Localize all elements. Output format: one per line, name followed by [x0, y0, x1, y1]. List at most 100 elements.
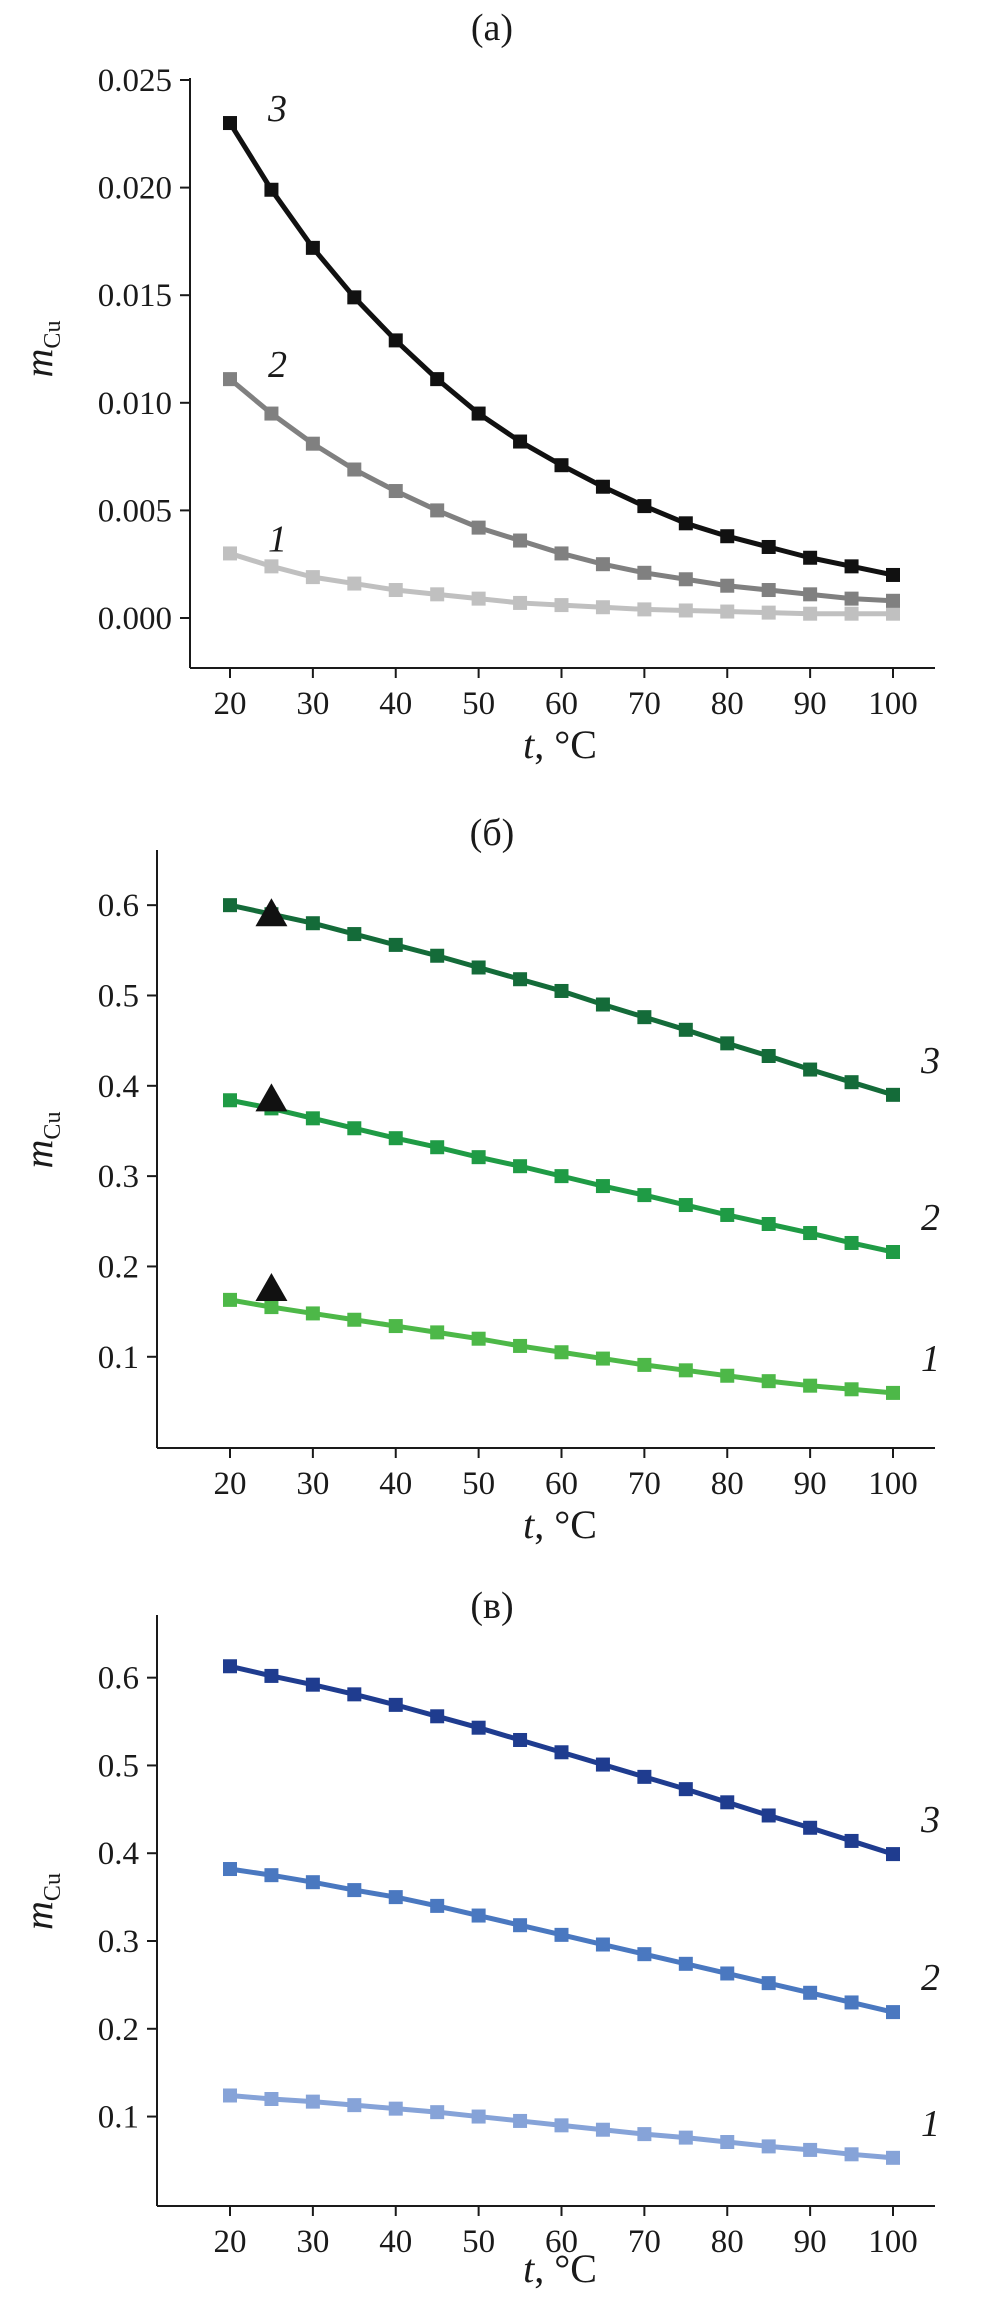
- series-3-point: [803, 1062, 818, 1077]
- series-2-point: [430, 1140, 445, 1155]
- series-3-point: [347, 290, 362, 305]
- x-axis-label-unit: , °C: [534, 1502, 597, 1547]
- x-tick-label: 40: [379, 1466, 412, 1502]
- curve-label: 1: [921, 2103, 940, 2145]
- series-1-point: [471, 2109, 486, 2124]
- series-2-point: [513, 533, 528, 548]
- series-1-point: [761, 1374, 776, 1389]
- series-3-point: [803, 550, 818, 565]
- series-1-point: [513, 1338, 528, 1353]
- series-1-point: [347, 2098, 362, 2113]
- series-2-point: [803, 1226, 818, 1241]
- series-2-point: [471, 1150, 486, 1165]
- series-1-point: [223, 546, 237, 561]
- series-1-point: [678, 1363, 693, 1378]
- y-axis-label-sub: Cu: [40, 321, 66, 349]
- series-1-point: [554, 1345, 569, 1360]
- curve-label: 2: [268, 344, 287, 386]
- series-1-point: [305, 1306, 320, 1321]
- series-1-point: [430, 587, 445, 602]
- series-2-point: [513, 1159, 528, 1174]
- y-axis-label-sub: Cu: [40, 1873, 66, 1901]
- x-tick-label: 90: [794, 1466, 827, 1502]
- series-2-point: [637, 565, 652, 580]
- series-3-point: [554, 983, 569, 998]
- series-2-point: [844, 1235, 859, 1250]
- series-3-point: [761, 1808, 776, 1823]
- x-axis-label: t, °C: [523, 722, 597, 767]
- y-axis-label-var: m: [16, 349, 61, 378]
- series-1-point: [223, 2088, 237, 2103]
- x-tick-label: 100: [868, 1466, 918, 1502]
- triangle-marker: [255, 898, 288, 927]
- series-1-point: [844, 2147, 859, 2162]
- series-1-point: [886, 1385, 900, 1400]
- series-3-point: [223, 898, 237, 913]
- series-3-point: [720, 1795, 735, 1810]
- series-1-point: [554, 598, 569, 613]
- y-tick-label: 0.015: [98, 278, 172, 314]
- series-2-line: [227, 376, 896, 604]
- series-2-point: [305, 436, 320, 451]
- series-1-point: [595, 600, 610, 615]
- series-2-point: [554, 546, 569, 561]
- series-3-point: [844, 559, 859, 574]
- series-3-point: [264, 1668, 279, 1683]
- series-2-point: [305, 1875, 320, 1890]
- series-3-point: [471, 1720, 486, 1735]
- x-tick-label: 30: [296, 1466, 329, 1502]
- series-3-point: [347, 1687, 362, 1702]
- series-2-point: [886, 593, 900, 608]
- x-tick-label: 50: [462, 1466, 495, 1502]
- x-tick-label: 30: [296, 686, 329, 722]
- series-3-point: [720, 529, 735, 544]
- series-1-point: [471, 591, 486, 606]
- series-1-point: [761, 2139, 776, 2154]
- series-1-point: [803, 2142, 818, 2157]
- y-tick-label: 0.5: [98, 978, 139, 1014]
- y-tick-label: 0.1: [98, 2100, 139, 2136]
- series-3-line: [227, 1663, 896, 1857]
- series-2-point: [223, 372, 237, 387]
- series-3-point: [678, 1022, 693, 1037]
- series-1-point: [844, 1382, 859, 1397]
- series-2-point: [678, 1956, 693, 1971]
- series-2-point: [720, 1966, 735, 1981]
- y-tick-label: 0.005: [98, 493, 172, 529]
- series-1-point: [388, 583, 403, 598]
- series-1-point: [554, 2118, 569, 2133]
- series-2-point: [844, 1995, 859, 2010]
- x-axis-label-var: t: [523, 722, 535, 767]
- x-tick-label: 50: [462, 686, 495, 722]
- y-tick-label: 0.4: [98, 1069, 139, 1105]
- x-tick-label: 100: [868, 2224, 918, 2260]
- series-1-point: [430, 2105, 445, 2120]
- series-3-point: [554, 458, 569, 473]
- series-1-point: [388, 2101, 403, 2116]
- series-3-point: [305, 240, 320, 255]
- y-axis-label: mCu: [16, 1873, 66, 1930]
- y-tick-label: 0.5: [98, 1748, 139, 1784]
- series-3-point: [513, 1732, 528, 1747]
- series-3-point: [471, 406, 486, 421]
- series-2-point: [430, 503, 445, 518]
- series-1-point: [223, 1292, 237, 1307]
- series-3-line: [227, 120, 896, 578]
- series-1-point: [513, 595, 528, 610]
- x-tick-label: 80: [711, 2224, 744, 2260]
- series-1-point: [761, 605, 776, 620]
- x-tick-label: 20: [214, 686, 247, 722]
- series-2-point: [595, 1937, 610, 1952]
- y-tick-label: 0.1: [98, 1340, 139, 1376]
- y-axis-label-var: m: [16, 1901, 61, 1930]
- series-2-point: [347, 462, 362, 477]
- chart-title: (а): [471, 7, 513, 49]
- y-tick-label: 0.2: [98, 1249, 139, 1285]
- series-2-point: [513, 1918, 528, 1933]
- x-axis-label: t, °C: [523, 1502, 597, 1547]
- series-1-point: [595, 2122, 610, 2137]
- panel-a: (а) 0.000 0.005 0.010 0.015 0.020 0.025 20 30 40 5…: [16, 7, 935, 767]
- series-2-point: [595, 1179, 610, 1194]
- series-3-point: [886, 1087, 900, 1102]
